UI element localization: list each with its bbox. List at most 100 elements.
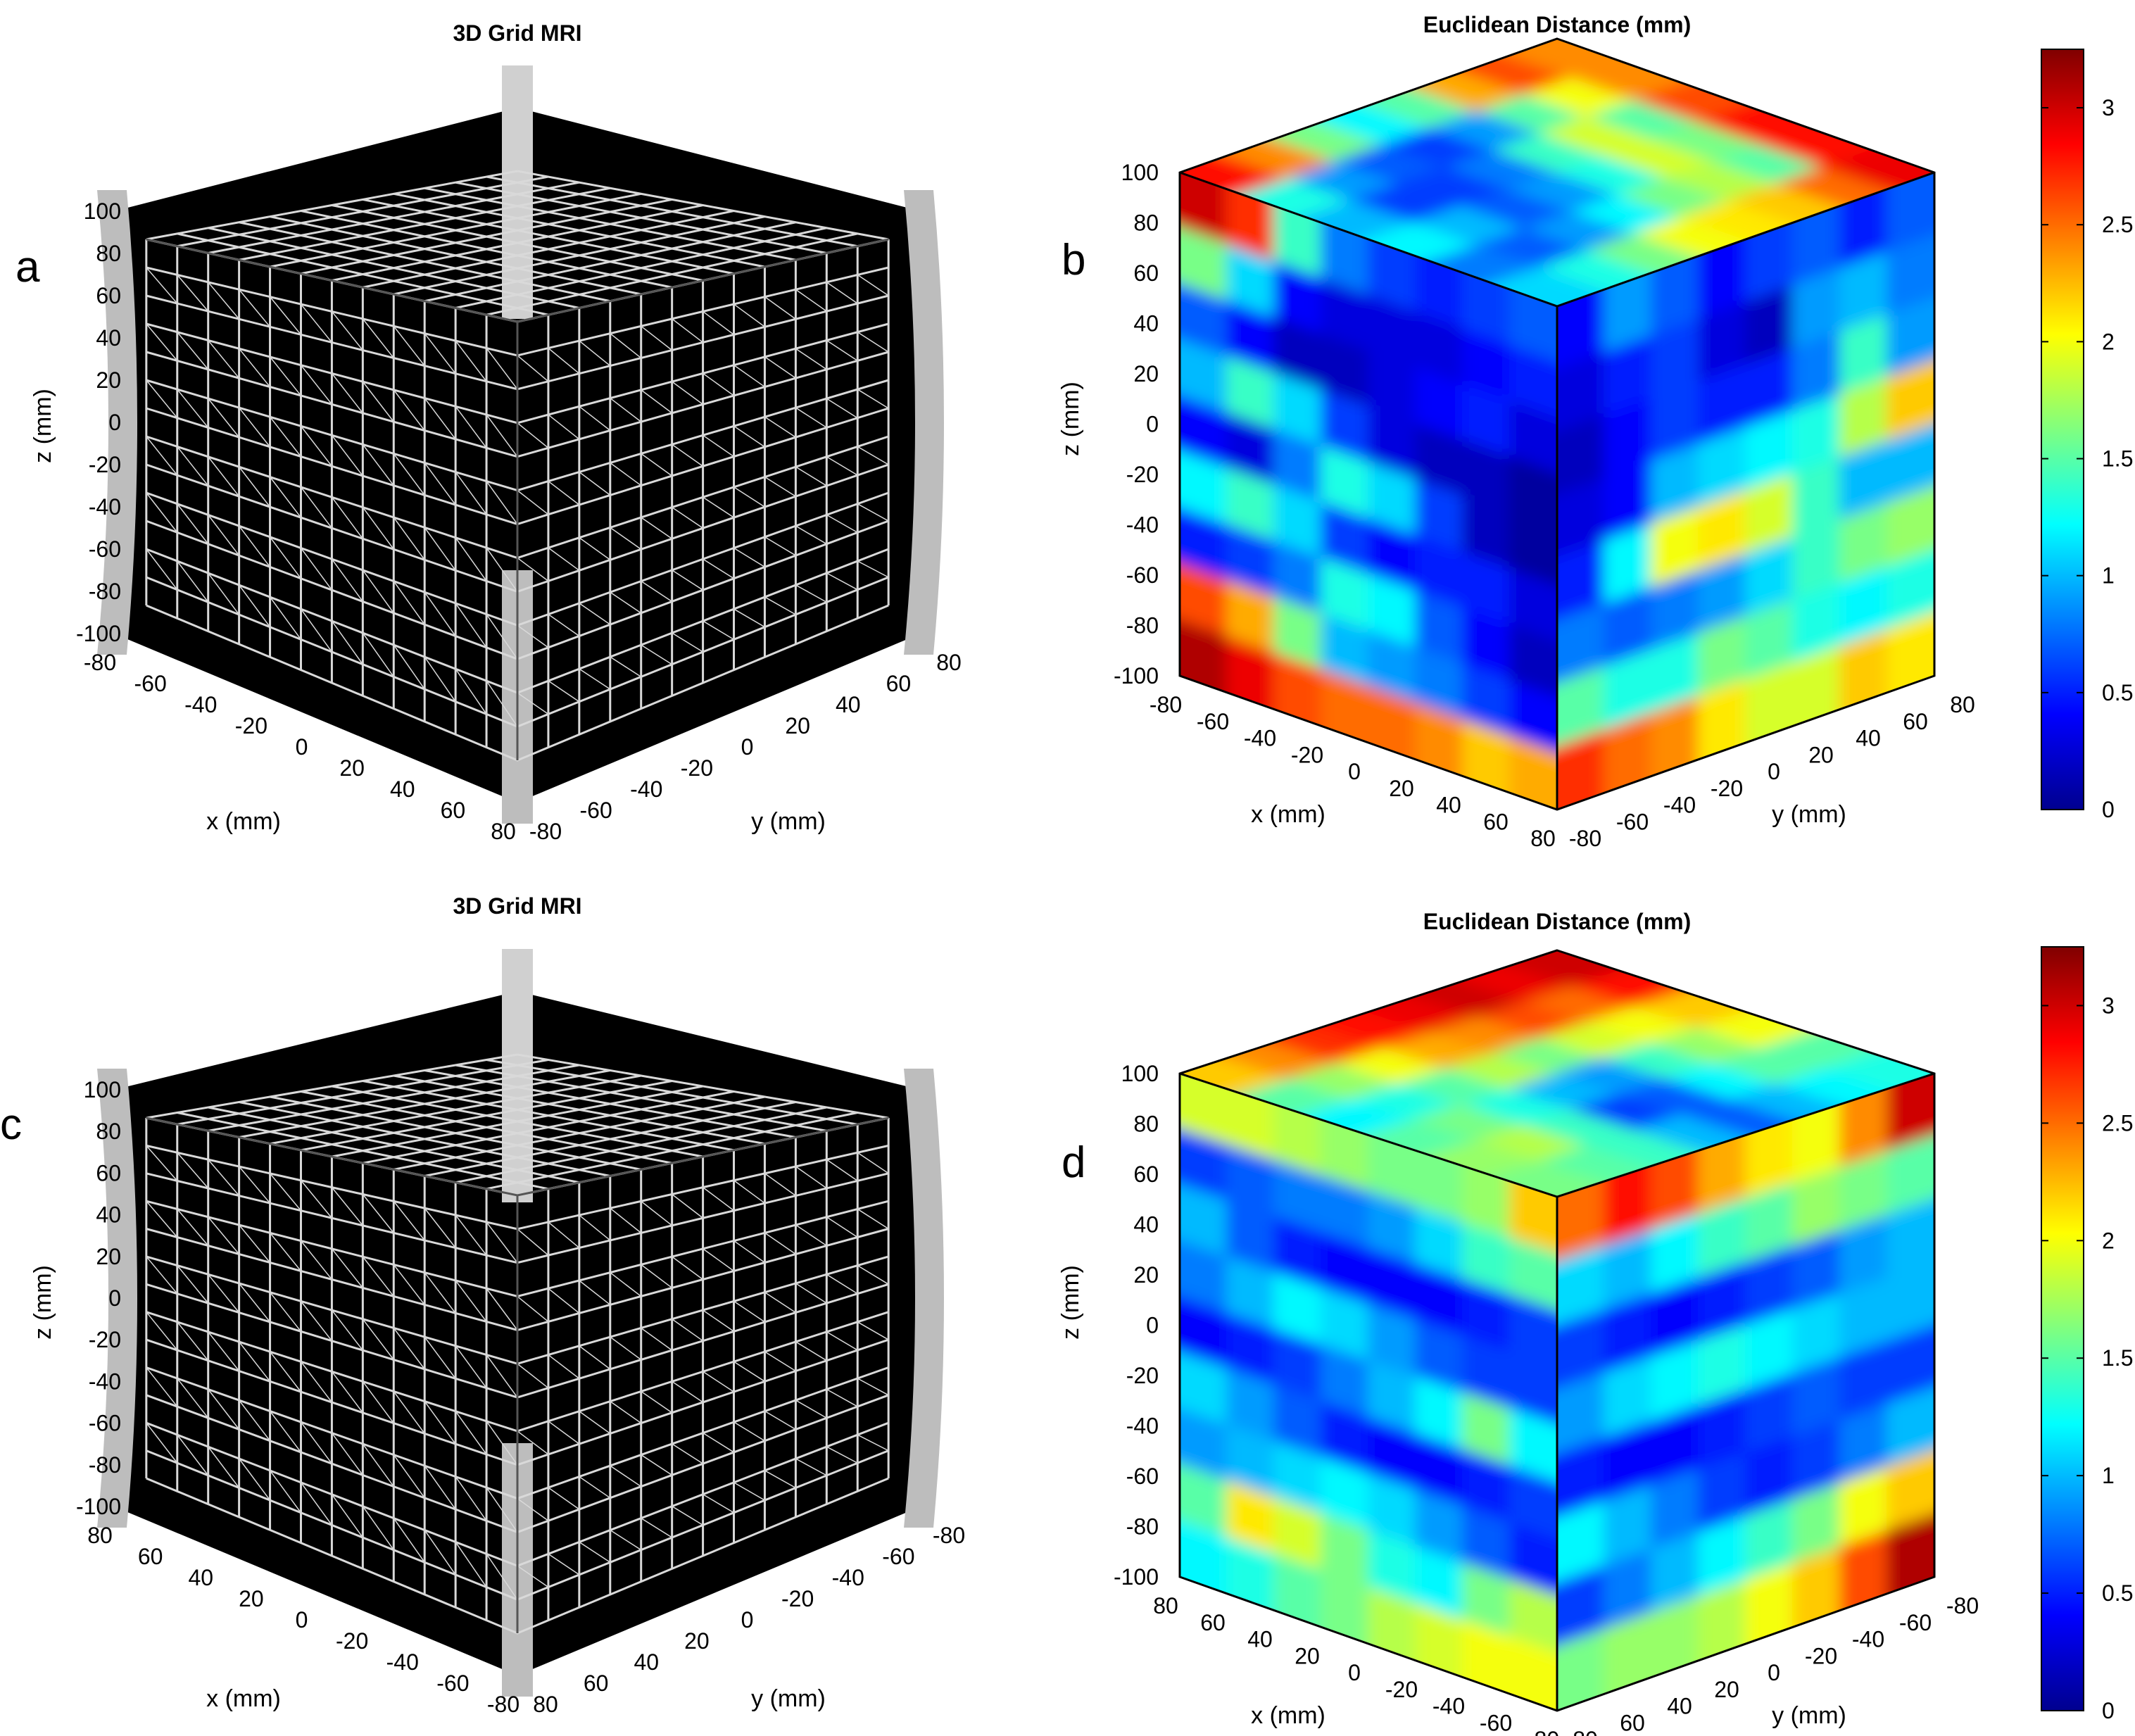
heatmap-cell <box>1509 624 1557 699</box>
heatmap-cell <box>1887 548 1934 631</box>
z-tick-label: -40 <box>1126 1414 1159 1439</box>
corner-post <box>97 190 137 655</box>
y-tick-label: -40 <box>832 1565 864 1590</box>
heatmap-cell <box>1887 486 1934 568</box>
heatmap-cell <box>1887 1513 1934 1595</box>
x-tick-label: -80 <box>1150 692 1182 717</box>
z-tick-label: 40 <box>1133 311 1159 336</box>
z-tick-label: -20 <box>1126 1363 1159 1388</box>
y-tick-label: 20 <box>1808 742 1834 767</box>
y-tick-label: -20 <box>681 755 713 781</box>
chart-title: Euclidean Distance (mm) <box>1423 12 1692 37</box>
heatmap-cell <box>1887 234 1934 316</box>
z-tick-label: 80 <box>96 1119 121 1144</box>
heatmap-cell <box>1822 149 1934 190</box>
heatmap-cell <box>1887 360 1934 442</box>
x-tick-label: 60 <box>138 1544 163 1569</box>
x-tick-label: -40 <box>1432 1694 1465 1719</box>
y-tick-label: -60 <box>882 1544 914 1569</box>
z-tick-label: -40 <box>89 494 121 520</box>
z-tick-label: 20 <box>1133 1262 1159 1288</box>
x-tick-label: -60 <box>1480 1710 1512 1735</box>
z-tick-label: 40 <box>1133 1212 1159 1238</box>
z-tick-labels: 100 80 60 40 20 0 -20 -40 -60 -80 -100 <box>1114 160 1159 688</box>
x-axis-label: x (mm) <box>1251 1702 1325 1729</box>
x-tick-label: -40 <box>184 692 217 717</box>
y-tick-label: -60 <box>1616 809 1649 834</box>
z-tick-label: 80 <box>1133 1112 1159 1137</box>
y-tick-label: -40 <box>630 776 662 802</box>
colorbar-gradient <box>2041 946 2084 1711</box>
colorbar-tick-label: 0.5 <box>2102 1580 2133 1606</box>
heatmap-cell <box>1887 1449 1934 1532</box>
z-tick-label: 100 <box>1121 160 1159 185</box>
heatmap-cell <box>1509 1294 1557 1369</box>
x-tick-label: -20 <box>1291 742 1323 767</box>
x-tick-label: -40 <box>1244 726 1276 751</box>
y-tick-label: -80 <box>1569 826 1601 851</box>
y-tick-label: 60 <box>886 671 912 696</box>
corner-post <box>97 1069 137 1528</box>
heatmap-cell <box>1887 1198 1934 1280</box>
z-tick-label: -100 <box>1114 1564 1159 1590</box>
y-tick-label: -20 <box>781 1586 814 1611</box>
colorbar-tick-label: 2.5 <box>2102 212 2133 237</box>
heatmap-cell <box>1934 1247 1982 1326</box>
heatmap-cell <box>1934 470 1982 550</box>
z-tick-label: 20 <box>96 1244 121 1269</box>
x-tick-labels: 80 60 40 20 0 -20 -40 -60 -80 <box>87 1523 519 1717</box>
colorbar-tick-label: 1.5 <box>2102 1345 2133 1371</box>
z-tick-label: -20 <box>89 452 121 477</box>
heatmap-cell <box>1934 1372 1982 1452</box>
z-tick-label: 60 <box>96 283 121 308</box>
y-axis-label: y (mm) <box>751 808 826 835</box>
y-tick-labels: 80 60 40 20 0 -20 -40 -60 -80 <box>533 1523 965 1717</box>
heatmap-cell <box>1509 679 1557 755</box>
z-axis-label: z (mm) <box>30 389 56 463</box>
x-tick-label: 60 <box>441 798 466 823</box>
z-tick-labels: 100 80 60 40 20 0 -20 -40 -60 -80 -100 <box>1114 1061 1159 1590</box>
x-tick-label: -20 <box>1385 1677 1418 1702</box>
colorbar-tick-label: 3 <box>2102 993 2115 1018</box>
x-tick-label: 60 <box>1200 1610 1226 1635</box>
z-tick-label: 0 <box>108 1285 121 1311</box>
z-tick-label: -20 <box>1126 462 1159 487</box>
heatmap-cell <box>1932 155 1934 196</box>
z-tick-label: -80 <box>1126 1514 1159 1540</box>
cube-edges <box>146 238 889 760</box>
colorbar-tick-label: 0.5 <box>2102 680 2133 705</box>
panel-c: c 3D Grid MRI 100 80 60 40 20 0 -20 -40 -60 -80 -1… <box>0 893 965 1717</box>
panel-letter: c <box>0 1100 22 1149</box>
panel-a: a 3D Grid MRI 100 80 60 40 20 0 -20 -40 -60 -80 -1… <box>15 20 962 844</box>
x-tick-label: 0 <box>1348 1660 1361 1685</box>
colorbar: 3 2.5 2 1.5 1 0.5 0 <box>2041 49 2133 822</box>
heatmap-cell <box>1934 1435 1982 1514</box>
z-tick-label: 60 <box>96 1160 121 1185</box>
x-tick-label: 20 <box>339 755 365 781</box>
colorbar-gradient <box>2041 49 2084 810</box>
y-tick-label: 60 <box>584 1671 609 1696</box>
heatmap-cell <box>1887 423 1934 505</box>
heatmap-cell <box>1509 1237 1557 1312</box>
y-tick-label: -80 <box>933 1523 965 1548</box>
x-axis-label: x (mm) <box>1251 801 1325 828</box>
z-tick-label: 60 <box>1133 260 1159 286</box>
z-tick-label: -20 <box>89 1327 121 1352</box>
y-axis-label: y (mm) <box>1772 1702 1846 1729</box>
z-tick-label: -100 <box>76 1494 121 1519</box>
x-tick-label: -40 <box>386 1649 419 1675</box>
heatmap-cell <box>1934 1309 1982 1388</box>
x-tick-label: 80 <box>1153 1593 1178 1618</box>
z-tick-label: 0 <box>1146 1313 1159 1338</box>
z-tick-labels: 100 80 60 40 20 0 -20 -40 -60 -80 -100 <box>76 199 121 646</box>
x-tick-labels: -80 -60 -40 -20 0 20 40 60 80 <box>84 650 516 844</box>
y-tick-label: 80 <box>936 650 962 675</box>
y-tick-label: 0 <box>741 734 754 760</box>
wireframe-cube <box>97 65 944 824</box>
heatmap-cell <box>1509 1522 1557 1598</box>
y-tick-labels: 80 60 40 20 0 -20 -40 -60 -80 <box>1573 1593 1979 1736</box>
x-tick-label: 40 <box>390 776 415 802</box>
x-tick-label: 20 <box>239 1586 264 1611</box>
z-tick-label: 0 <box>1146 412 1159 437</box>
panel-letter: b <box>1062 236 1085 284</box>
